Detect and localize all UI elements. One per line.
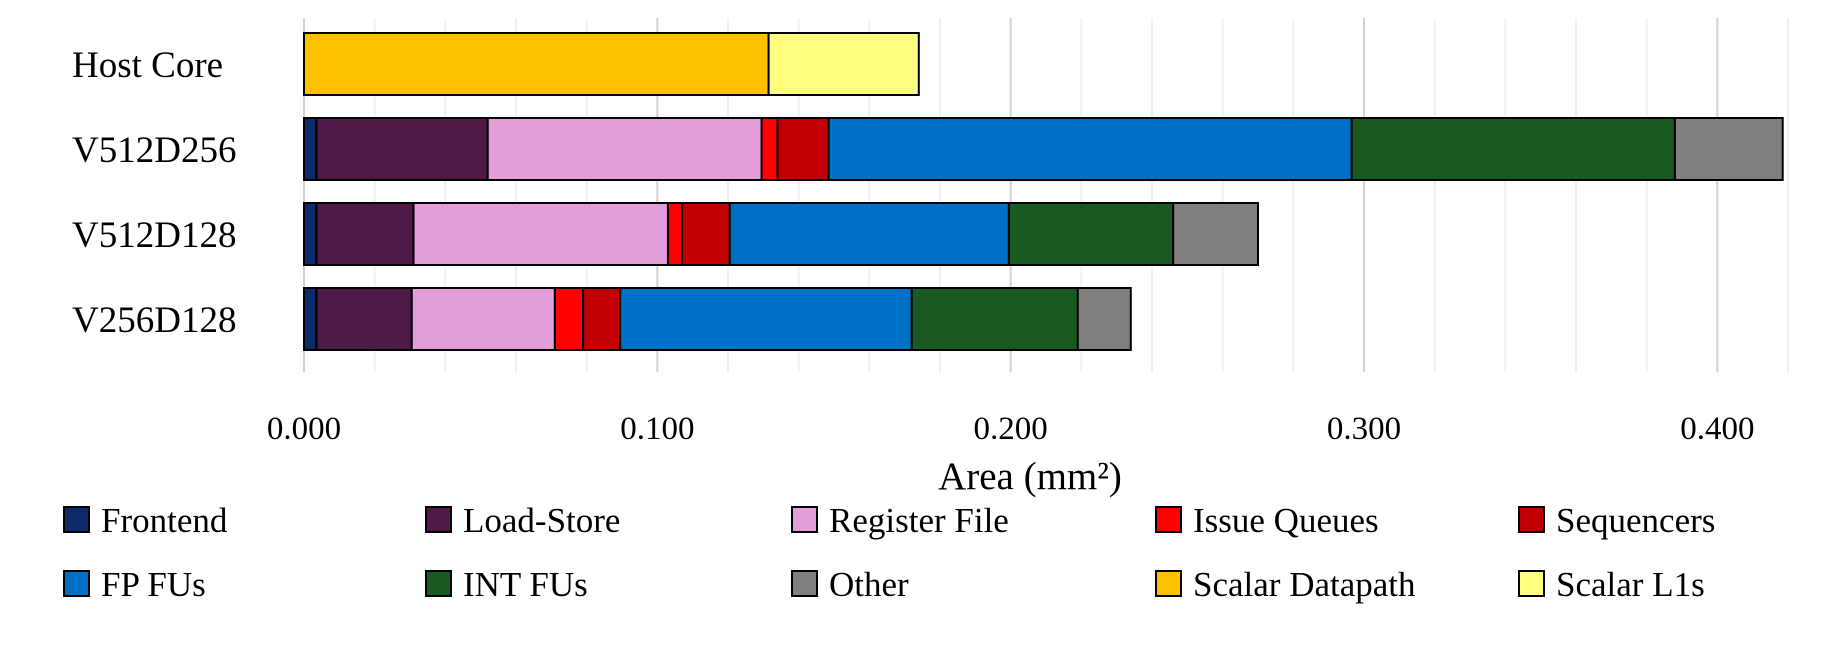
bar-v512d256-frontend (303, 117, 318, 181)
category-label: Host Core (72, 45, 223, 86)
legend-swatch-other (791, 570, 818, 597)
bar-v256d128-register-file (410, 287, 556, 351)
bar-v512d256-int-fus (1350, 117, 1676, 181)
legend-label: Register File (829, 501, 1009, 540)
x-tick-label: 0.400 (1680, 411, 1754, 447)
legend-swatch-register-file (791, 506, 818, 533)
x-tick-label: 0.000 (267, 411, 341, 447)
bar-v256d128-sequencers (582, 287, 622, 351)
legend-swatch-int-fus (425, 570, 452, 597)
bar-v512d256-issue-queues (760, 117, 779, 181)
bar-v256d128-issue-queues (553, 287, 585, 351)
legend-label: Load-Store (463, 501, 620, 540)
bar-v256d128-load-store (315, 287, 413, 351)
bar-v512d128-register-file (412, 202, 669, 266)
x-tick-label: 0.200 (974, 411, 1048, 447)
category-label: V512D128 (72, 215, 236, 256)
legend-swatch-frontend (63, 506, 90, 533)
bars (303, 32, 1784, 351)
legend-swatch-scalar-l1s (1518, 570, 1545, 597)
bar-v256d128-frontend (303, 287, 318, 351)
legend-label: Sequencers (1556, 501, 1715, 540)
legend-swatch-sequencers (1518, 506, 1545, 533)
legend-label: INT FUs (463, 565, 588, 604)
category-labels: Host Core V512D256 V512D128 V256D128 (72, 45, 236, 341)
bar-v256d128-fp-fus (619, 287, 913, 351)
bar-v512d256-other (1673, 117, 1784, 181)
bar-v512d128-frontend (303, 202, 318, 266)
bar-v512d128-fp-fus (728, 202, 1010, 266)
x-tick-label: 0.100 (620, 411, 694, 447)
bar-v256d128-int-fus (910, 287, 1079, 351)
x-tick-labels: 0.000 0.100 0.200 0.300 0.400 (267, 411, 1755, 447)
category-label: V256D128 (72, 300, 236, 341)
legend-label: Scalar L1s (1556, 565, 1705, 604)
bar-v512d128-issue-queues (666, 202, 684, 266)
bar-host-core-scalar-datapath (303, 32, 770, 96)
legend-label: Other (829, 565, 909, 604)
legend-swatch-fp-fus (63, 570, 90, 597)
category-label: V512D256 (72, 130, 236, 171)
bar-v512d256-register-file (486, 117, 763, 181)
legend-label: Frontend (101, 501, 228, 540)
bar-v512d128-int-fus (1007, 202, 1175, 266)
legend-label: Issue Queues (1193, 501, 1379, 540)
bar-v512d256-fp-fus (827, 117, 1353, 181)
bar-v512d256-load-store (315, 117, 489, 181)
bar-v512d256-sequencers (776, 117, 830, 181)
x-axis-title: Area (mm²) (938, 455, 1122, 498)
bar-v256d128-other (1076, 287, 1132, 351)
legend: Frontend Load-Store Register File Issue Que… (63, 501, 1715, 604)
legend-swatch-scalar-datapath (1155, 570, 1182, 597)
bar-v512d128-other (1172, 202, 1259, 266)
legend-label: Scalar Datapath (1193, 565, 1416, 604)
bar-v512d128-sequencers (681, 202, 731, 266)
bar-v512d128-load-store (315, 202, 415, 266)
legend-swatch-load-store (425, 506, 452, 533)
legend-swatch-issue-queues (1155, 506, 1182, 533)
x-tick-label: 0.300 (1327, 411, 1401, 447)
legend-label: FP FUs (101, 565, 206, 604)
bar-host-core-scalar-l1s (767, 32, 920, 96)
